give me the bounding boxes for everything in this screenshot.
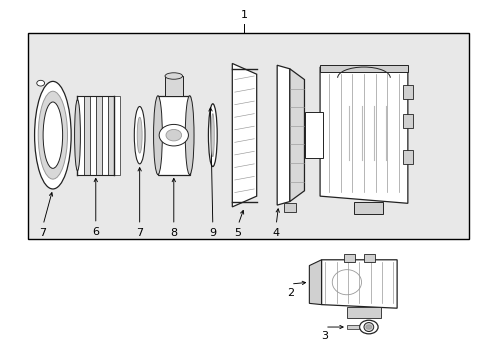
Text: 3: 3: [321, 330, 328, 341]
Bar: [158, 96, 189, 175]
Bar: [363, 254, 374, 262]
Text: 5: 5: [234, 228, 241, 238]
Bar: [305, 112, 322, 158]
Text: 8: 8: [170, 228, 177, 238]
Bar: [102, 96, 108, 175]
Ellipse shape: [164, 73, 182, 79]
Ellipse shape: [74, 100, 80, 171]
Ellipse shape: [208, 104, 217, 167]
Bar: [402, 149, 412, 164]
Bar: [346, 307, 380, 318]
Ellipse shape: [35, 81, 71, 189]
Polygon shape: [289, 69, 304, 202]
Ellipse shape: [38, 91, 67, 179]
Bar: [96, 96, 102, 175]
Bar: [402, 114, 412, 128]
Polygon shape: [277, 65, 289, 205]
Ellipse shape: [211, 114, 214, 157]
Ellipse shape: [153, 96, 162, 175]
Ellipse shape: [134, 107, 145, 164]
Text: 9: 9: [209, 228, 216, 238]
Ellipse shape: [363, 323, 373, 332]
Bar: [346, 325, 358, 329]
Bar: [353, 202, 383, 214]
Bar: [283, 203, 295, 212]
Bar: [83, 96, 89, 175]
Bar: [114, 96, 120, 175]
Ellipse shape: [359, 320, 377, 334]
Polygon shape: [321, 260, 396, 308]
Bar: [27, 33, 468, 239]
Text: 2: 2: [286, 288, 294, 298]
Bar: [164, 76, 182, 96]
Text: 7: 7: [136, 228, 143, 238]
Ellipse shape: [185, 96, 194, 175]
Text: 6: 6: [92, 227, 99, 237]
Bar: [320, 65, 407, 72]
Ellipse shape: [137, 117, 142, 153]
Ellipse shape: [43, 102, 62, 168]
Text: 7: 7: [40, 228, 46, 238]
Bar: [108, 96, 114, 175]
Text: 1: 1: [241, 10, 247, 21]
Polygon shape: [232, 63, 256, 207]
Circle shape: [159, 125, 188, 146]
Circle shape: [37, 80, 44, 86]
Text: 4: 4: [272, 228, 279, 238]
Polygon shape: [320, 67, 407, 203]
Bar: [77, 96, 83, 175]
Bar: [402, 85, 412, 99]
Bar: [344, 254, 354, 262]
Polygon shape: [309, 260, 321, 305]
Circle shape: [365, 325, 371, 329]
Bar: [89, 96, 96, 175]
Circle shape: [165, 130, 181, 141]
